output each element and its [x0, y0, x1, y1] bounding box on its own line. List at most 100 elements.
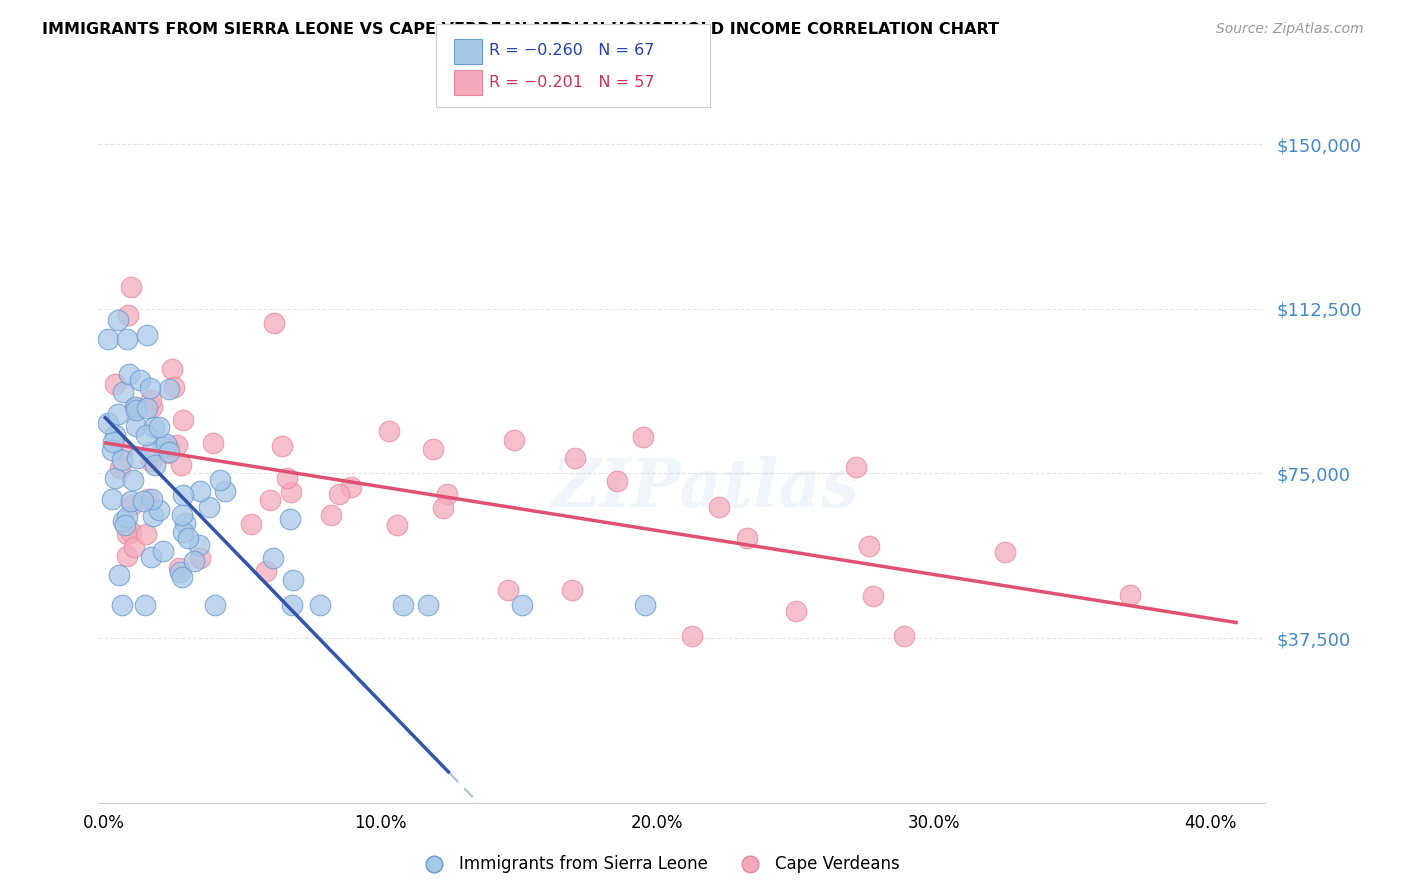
Point [97, 332, 120, 346]
Point [1119, 588, 1142, 602]
Point [385, 517, 408, 532]
Point [111, 453, 134, 467]
Point [141, 400, 163, 414]
Point [328, 487, 350, 501]
Point [278, 512, 301, 526]
Point [135, 527, 157, 541]
Point [339, 480, 361, 494]
Point [141, 549, 163, 564]
Point [259, 493, 281, 508]
Point [135, 401, 157, 416]
Point [281, 573, 304, 587]
Point [167, 560, 190, 574]
Point [148, 502, 170, 516]
Point [136, 491, 159, 506]
Point [201, 436, 224, 450]
Point [112, 384, 135, 399]
Point [107, 408, 129, 422]
Point [107, 313, 129, 327]
Point [127, 451, 149, 466]
Point [858, 539, 880, 553]
Point [115, 527, 138, 541]
Point [157, 445, 180, 459]
Point [606, 474, 628, 488]
Point [183, 554, 205, 568]
Point [214, 484, 236, 499]
Text: Source: ZipAtlas.com: Source: ZipAtlas.com [1216, 22, 1364, 37]
Point [416, 598, 439, 612]
Point [136, 327, 159, 342]
Point [270, 439, 292, 453]
Point [122, 540, 145, 554]
Point [141, 393, 163, 408]
Point [707, 500, 730, 515]
Point [634, 598, 657, 612]
Point [432, 501, 454, 516]
Point [129, 373, 152, 387]
Point [143, 420, 166, 434]
Point [139, 454, 162, 468]
Point [120, 493, 142, 508]
Point [135, 428, 157, 442]
Point [120, 524, 142, 539]
Point [117, 509, 139, 524]
Point [125, 419, 148, 434]
Point [188, 538, 211, 552]
Point [198, 500, 221, 514]
Point [166, 437, 188, 451]
Point [122, 474, 145, 488]
Point [321, 508, 343, 523]
Point [152, 543, 174, 558]
Point [139, 381, 162, 395]
Point [262, 551, 284, 566]
Text: ZIPatlas: ZIPatlas [551, 457, 859, 521]
Text: R = −0.201   N = 57: R = −0.201 N = 57 [489, 76, 655, 90]
Point [114, 518, 136, 533]
Point [160, 361, 183, 376]
Point [188, 483, 211, 498]
Point [172, 488, 194, 502]
Point [561, 582, 583, 597]
Point [121, 498, 143, 512]
Point [134, 598, 156, 612]
Point [132, 494, 155, 508]
Point [994, 544, 1017, 558]
Point [152, 440, 174, 454]
Point [100, 443, 122, 458]
Point [172, 508, 194, 522]
Point [117, 308, 139, 322]
Point [631, 430, 654, 444]
Point [209, 473, 232, 487]
Point [502, 433, 524, 447]
Point [422, 442, 444, 456]
Point [564, 450, 586, 465]
Point [309, 598, 332, 612]
Point [111, 598, 134, 612]
Point [118, 367, 141, 381]
Text: IMMIGRANTS FROM SIERRA LEONE VS CAPE VERDEAN MEDIAN HOUSEHOLD INCOME CORRELATION: IMMIGRANTS FROM SIERRA LEONE VS CAPE VER… [42, 22, 1000, 37]
Point [124, 400, 146, 414]
Point [862, 590, 884, 604]
Point [101, 492, 124, 507]
Text: R = −0.260   N = 67: R = −0.260 N = 67 [489, 44, 655, 58]
Point [96, 416, 118, 430]
Point [681, 629, 703, 643]
Point [893, 629, 915, 643]
Point [157, 382, 180, 396]
Point [104, 377, 127, 392]
Point [280, 598, 302, 612]
Point [120, 279, 142, 293]
Point [111, 515, 134, 529]
Point [156, 446, 179, 460]
Point [510, 598, 533, 612]
Point [101, 435, 124, 450]
Point [496, 582, 519, 597]
Point [170, 458, 193, 472]
Point [280, 484, 302, 499]
Point [172, 413, 194, 427]
Point [276, 470, 298, 484]
Point [785, 604, 807, 618]
Point [142, 508, 165, 523]
Point [378, 425, 401, 439]
Point [155, 436, 177, 450]
